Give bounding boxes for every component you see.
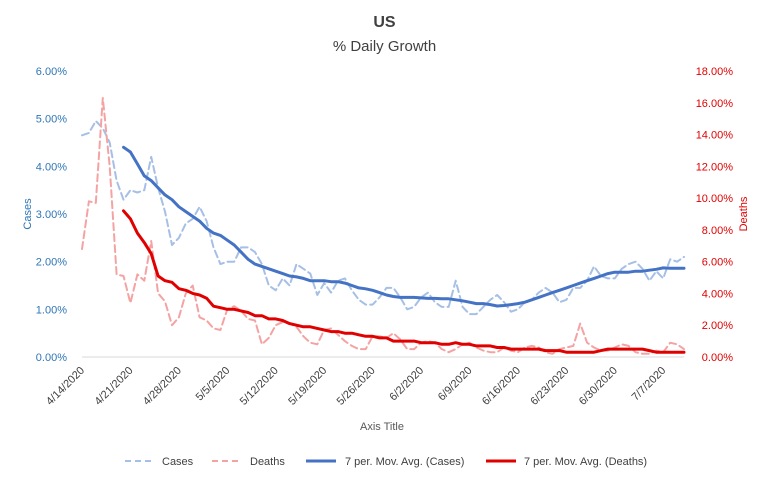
left-tick-label: 3.00% (36, 209, 67, 221)
right-tick-label: 16.00% (696, 98, 734, 110)
x-tick-label: 4/14/2020 (44, 365, 87, 408)
series-line-0 (81, 120, 685, 316)
x-tick-label: 5/5/2020 (194, 365, 233, 404)
x-tick-label: 6/2/2020 (387, 365, 426, 404)
x-tick-label: 6/9/2020 (436, 365, 475, 404)
x-tick-label: 7/7/2020 (630, 365, 669, 404)
left-tick-label: 1.00% (36, 304, 67, 316)
right-tick-label: 0.00% (702, 352, 733, 364)
right-tick-label: 10.00% (696, 193, 734, 205)
legend: Cases Deaths 7 per. Mov. Avg. (Cases) 7 per… (125, 456, 647, 468)
right-tick-label: 14.00% (696, 130, 734, 142)
right-tick-label: 6.00% (702, 257, 733, 269)
x-tick-label: 6/30/2020 (577, 365, 620, 408)
right-tick-label: 4.00% (702, 288, 733, 300)
left-axis-ticks: 0.00% 1.00% 2.00% 3.00% 4.00% 5.00% 6.00% (36, 66, 67, 364)
x-tick-label: 5/19/2020 (286, 365, 329, 408)
x-tick-label: 5/26/2020 (335, 365, 378, 408)
right-tick-label: 18.00% (696, 66, 734, 78)
series-line-3 (122, 209, 686, 354)
left-tick-label: 5.00% (36, 114, 67, 126)
right-tick-label: 8.00% (702, 225, 733, 237)
chart-subtitle: % Daily Growth (333, 38, 436, 55)
series-layer (81, 97, 686, 355)
x-axis-title: Axis Title (360, 421, 404, 433)
left-tick-label: 4.00% (36, 161, 67, 173)
right-tick-label: 12.00% (696, 161, 734, 173)
left-tick-label: 0.00% (36, 352, 67, 364)
legend-label-1: Deaths (250, 456, 285, 468)
x-tick-label: 4/28/2020 (141, 365, 184, 408)
x-tick-label: 6/23/2020 (528, 365, 571, 408)
left-tick-label: 2.00% (36, 257, 67, 269)
x-tick-label: 4/21/2020 (92, 365, 135, 408)
legend-label-0: Cases (162, 456, 194, 468)
legend-label-2: 7 per. Mov. Avg. (Cases) (345, 456, 464, 468)
left-tick-label: 6.00% (36, 66, 67, 78)
x-tick-label: 5/12/2020 (238, 365, 281, 408)
legend-label-3: 7 per. Mov. Avg. (Deaths) (524, 456, 647, 468)
right-axis-ticks: 0.00% 2.00% 4.00% 6.00% 8.00% 10.00% 12.00% 14.… (696, 66, 734, 364)
chart-title: US (373, 14, 396, 31)
x-tick-label: 6/16/2020 (480, 365, 523, 408)
series-line-2 (122, 145, 686, 308)
series-line-1 (81, 97, 685, 355)
right-tick-label: 2.00% (702, 320, 733, 332)
left-axis-title: Cases (22, 198, 34, 230)
x-axis-ticks: 4/14/2020 4/21/2020 4/28/2020 5/5/2020 5/12/… (44, 365, 668, 408)
right-axis-title: Deaths (738, 196, 750, 231)
